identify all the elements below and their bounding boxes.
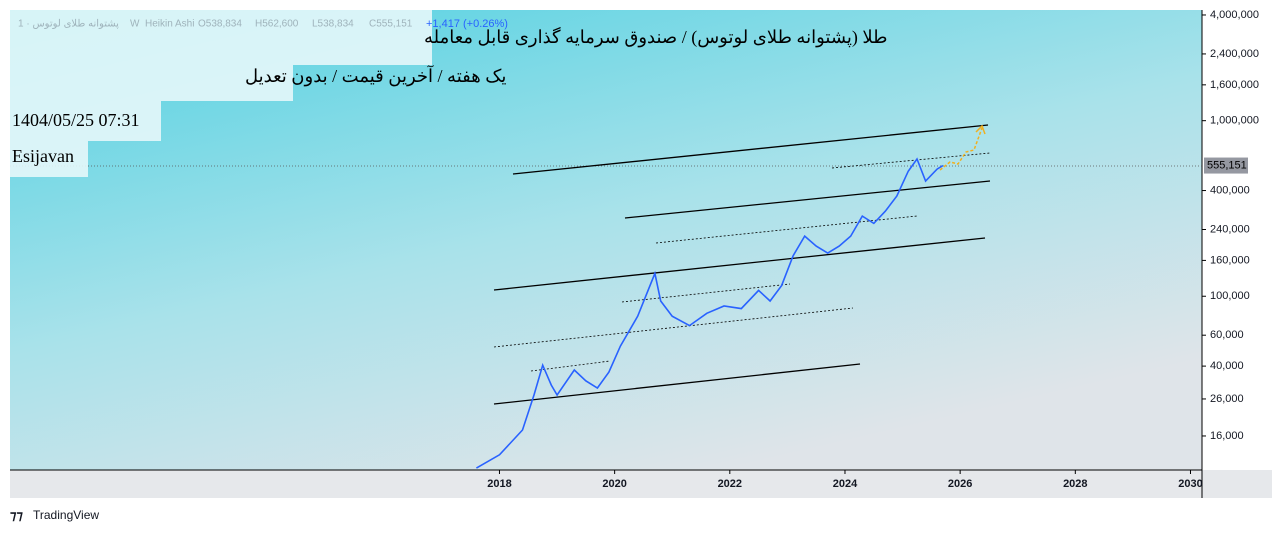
y-tick-label: 2,400,000 bbox=[1210, 48, 1259, 60]
x-tick-label: 2030 bbox=[1178, 478, 1202, 490]
y-tick-label: 400,000 bbox=[1210, 184, 1250, 196]
legend-change: +1,417 (+0.26%) bbox=[426, 18, 508, 30]
header-box bbox=[10, 10, 432, 65]
x-axis-ticks: 2018 2020 2022 2024 2026 2028 2030 bbox=[487, 470, 1202, 490]
x-tick-label: 2022 bbox=[718, 478, 742, 490]
y-tick-label: 1,600,000 bbox=[1210, 79, 1259, 91]
legend-open: O538,834 bbox=[198, 19, 242, 30]
trend-line bbox=[624, 180, 991, 219]
y-tick-label: 240,000 bbox=[1210, 223, 1250, 235]
x-tick-label: 2018 bbox=[487, 478, 511, 490]
header-box bbox=[10, 141, 88, 177]
trend-line bbox=[621, 283, 791, 303]
trend-line bbox=[493, 237, 986, 291]
y-tick-label: 26,000 bbox=[1210, 393, 1244, 405]
x-tick-label: 2020 bbox=[602, 478, 626, 490]
trend-line bbox=[493, 307, 854, 348]
x-tick-label: 2026 bbox=[948, 478, 972, 490]
legend-low: L538,834 bbox=[312, 19, 354, 30]
plot bbox=[10, 124, 1202, 469]
y-tick-label: 60,000 bbox=[1210, 329, 1244, 341]
arrow-head bbox=[975, 124, 986, 135]
datetime: 1404/05/25 07:31 bbox=[12, 110, 140, 130]
last-price-label: 555,151 bbox=[1207, 159, 1247, 171]
x-tick-label: 2024 bbox=[833, 478, 858, 490]
brand: TradingView bbox=[33, 508, 99, 522]
y-tick-label: 40,000 bbox=[1210, 360, 1244, 372]
subtitle: یک هفته / آخرین قیمت / بدون تعدیل bbox=[245, 65, 506, 87]
trend-line bbox=[493, 363, 861, 405]
y-tick-label: 100,000 bbox=[1210, 290, 1250, 302]
trend-line bbox=[512, 124, 989, 175]
y-tick-label: 160,000 bbox=[1210, 254, 1250, 266]
y-tick-label: 4,000,000 bbox=[1210, 9, 1259, 21]
brand-logo: ⁊⁊ bbox=[10, 507, 23, 522]
price-line bbox=[476, 157, 944, 469]
legend-symbol: پشتوانه طلای لوتوس · 1 bbox=[18, 19, 119, 30]
author: Esijavan bbox=[12, 146, 74, 166]
title: طلا (پشتوانه طلای لوتوس) / صندوق سرمایه … bbox=[424, 26, 887, 48]
legend-style: Heikin Ashi bbox=[145, 19, 194, 30]
legend-interval: W bbox=[130, 19, 140, 30]
last-price-box bbox=[1204, 157, 1248, 174]
y-tick-label: 1,000,000 bbox=[1210, 115, 1259, 127]
x-axis-area bbox=[10, 470, 1272, 498]
legend-close: C555,151 bbox=[369, 19, 413, 30]
x-tick-label: 2028 bbox=[1063, 478, 1087, 490]
header-box bbox=[10, 101, 161, 141]
y-tick-label: 16,000 bbox=[1210, 430, 1244, 442]
projection-arrow bbox=[939, 127, 983, 171]
header-box bbox=[10, 65, 293, 101]
legend-high: H562,600 bbox=[255, 19, 299, 30]
